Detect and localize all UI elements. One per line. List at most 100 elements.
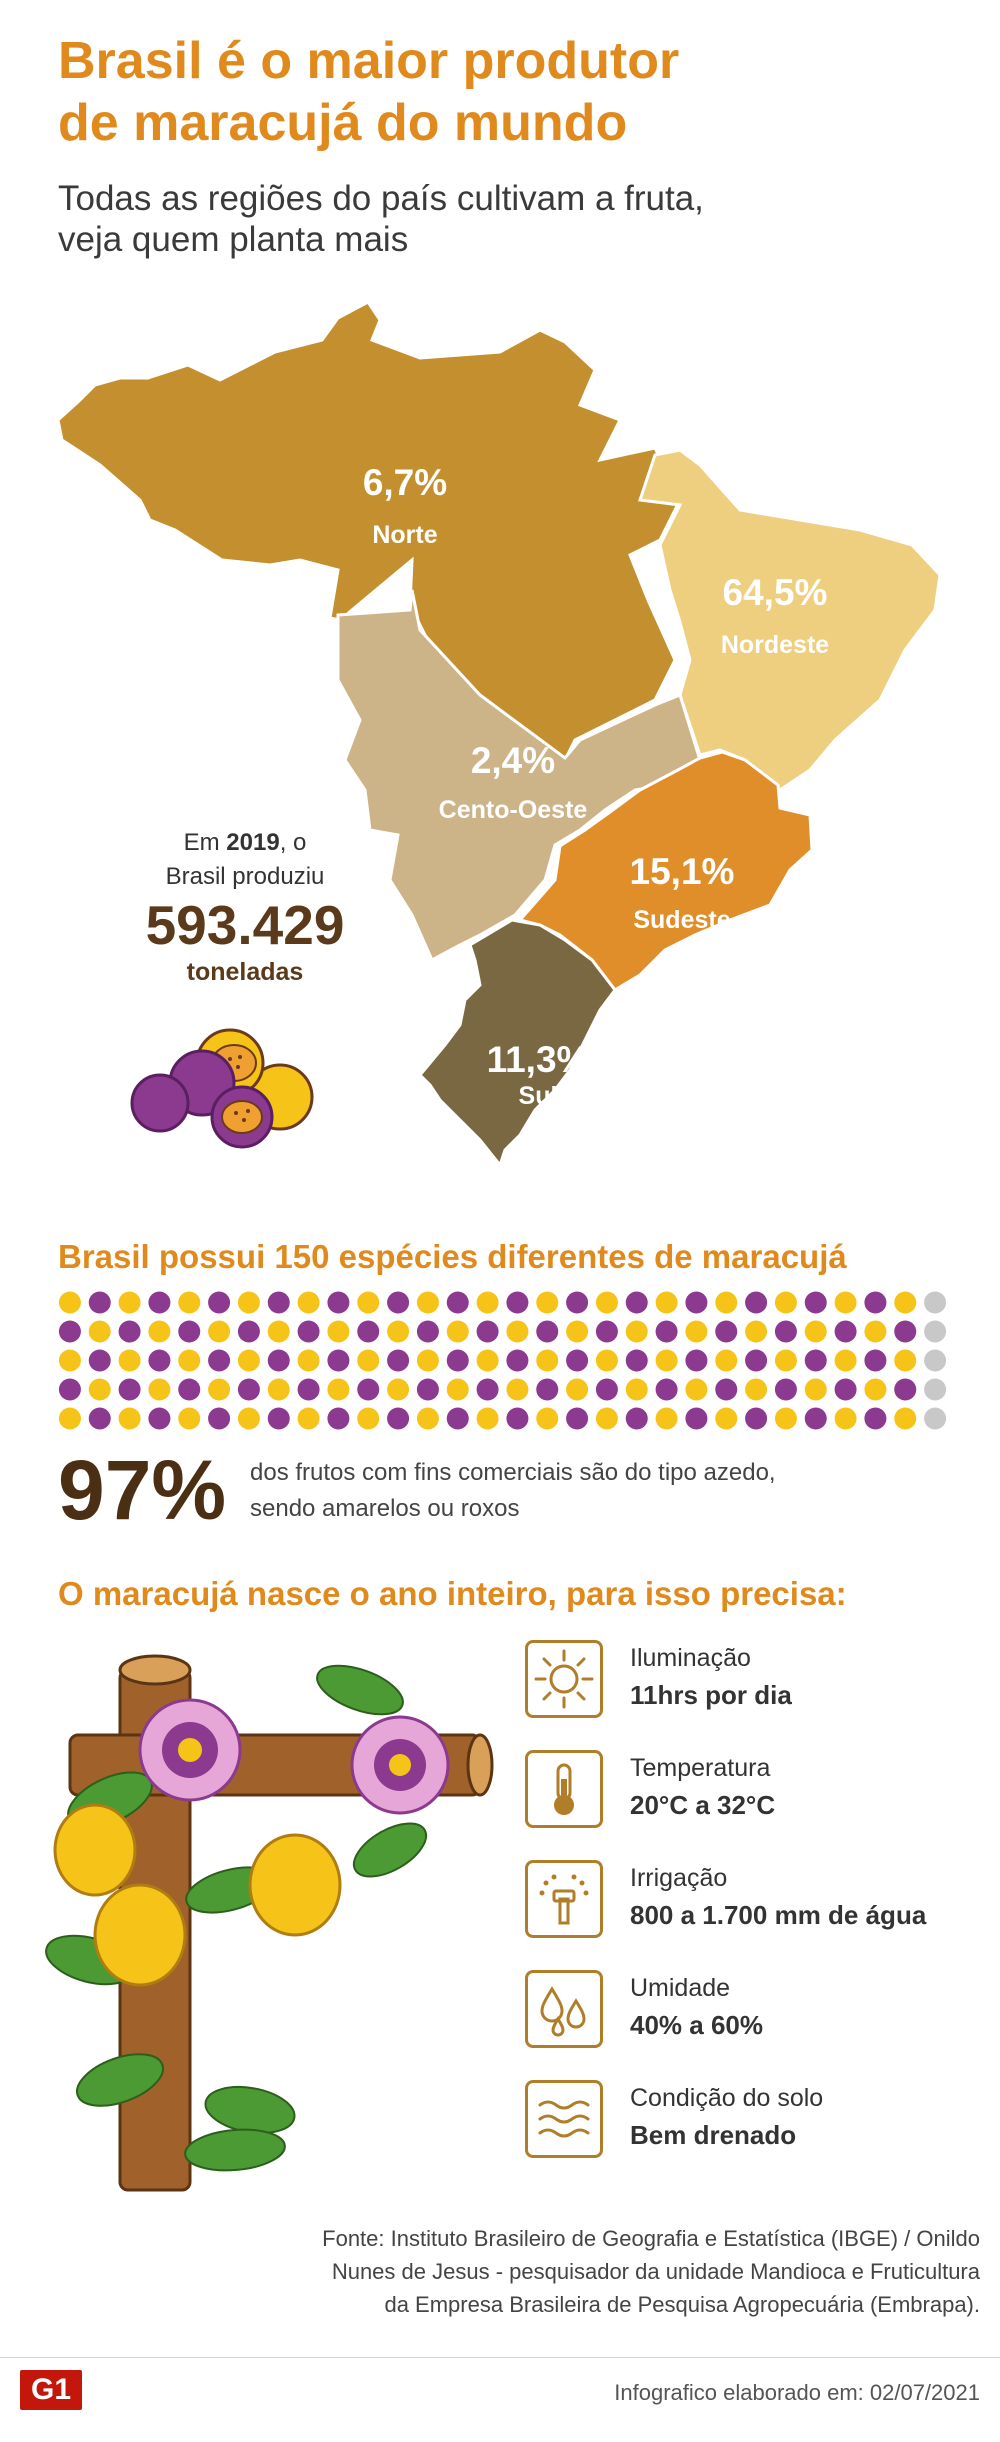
- lighting-value: 11hrs por dia: [630, 1680, 792, 1710]
- brazil-regions-map: 6,7% Norte 64,5% Nordeste 2,4% Cento-Oes…: [56, 300, 942, 1169]
- species-dot-commercial: [774, 1349, 797, 1372]
- species-dot-commercial: [774, 1291, 797, 1314]
- requirements-title: O maracujá nasce o ano inteiro, para iss…: [58, 1575, 847, 1612]
- temperature-label: Temperatura: [630, 1754, 771, 1782]
- irrigation-value: 800 a 1.700 mm de água: [630, 1900, 927, 1930]
- production-verb: Brasil produziu: [165, 863, 325, 890]
- passion-fruit-vine-illustration: [45, 1654, 494, 2192]
- subtitle-line-1: Todas as regiões do país cultivam a frut…: [58, 179, 704, 218]
- species-dot-commercial: [655, 1407, 678, 1430]
- sour-fruit-description: dos frutos com fins comerciais são do ti…: [250, 1455, 930, 1527]
- species-dot-commercial: [566, 1291, 589, 1314]
- species-dot-commercial: [178, 1320, 201, 1343]
- soil-label: Condição do solo: [630, 2084, 824, 2112]
- species-dot-commercial: [387, 1349, 410, 1372]
- species-dot-commercial: [476, 1378, 499, 1401]
- species-dot-commercial: [208, 1349, 231, 1372]
- species-title: Brasil possui 150 espécies diferentes de…: [58, 1238, 847, 1275]
- norte-label: Norte: [372, 521, 437, 549]
- species-dot-grid: [58, 1291, 947, 1430]
- requirement-temperature: Temperatura 20°C a 32°C: [525, 1750, 975, 1830]
- production-amount: 593.429: [145, 894, 345, 956]
- region-labels: 6,7% Norte 64,5% Nordeste 2,4% Cento-Oes…: [363, 462, 829, 1110]
- species-dot-commercial: [387, 1407, 410, 1430]
- species-dot-commercial: [416, 1291, 439, 1314]
- species-dot-commercial: [267, 1407, 290, 1430]
- droplets-icon: [525, 1970, 603, 2048]
- species-dot-commercial: [834, 1349, 857, 1372]
- species-dot-commercial: [625, 1378, 648, 1401]
- species-dot-commercial: [237, 1378, 260, 1401]
- species-dot-commercial: [655, 1291, 678, 1314]
- species-dot-commercial: [267, 1291, 290, 1314]
- species-dot-commercial: [834, 1378, 857, 1401]
- species-dot-commercial: [685, 1349, 708, 1372]
- species-dot-commercial: [58, 1320, 81, 1343]
- species-dot-commercial: [536, 1407, 559, 1430]
- sprinkler-icon: [525, 1860, 603, 1938]
- humidity-label: Umidade: [630, 1974, 731, 2002]
- species-dot-commercial: [88, 1291, 111, 1314]
- species-dot-commercial: [834, 1407, 857, 1430]
- species-dot-other: [924, 1349, 947, 1372]
- region-norte-shape: [56, 300, 682, 763]
- species-dot-commercial: [357, 1378, 380, 1401]
- species-dot-commercial: [178, 1349, 201, 1372]
- source-line-3: da Empresa Brasileira de Pesquisa Agrope…: [384, 2292, 980, 2317]
- species-dot-commercial: [416, 1407, 439, 1430]
- soil-value: Bem drenado: [630, 2120, 797, 2150]
- species-dot-commercial: [774, 1378, 797, 1401]
- species-dot-commercial: [595, 1291, 618, 1314]
- species-dot-commercial: [595, 1378, 618, 1401]
- thermometer-icon: [525, 1750, 603, 1828]
- species-dot-commercial: [864, 1320, 887, 1343]
- lighting-label: Iluminação: [630, 1644, 751, 1672]
- temperature-value: 20°C a 32°C: [630, 1790, 776, 1820]
- sul-label: Sul: [519, 1082, 558, 1110]
- species-dot-commercial: [357, 1407, 380, 1430]
- species-dot-commercial: [297, 1349, 320, 1372]
- species-dot-commercial: [745, 1349, 768, 1372]
- species-dot-commercial: [685, 1320, 708, 1343]
- species-dot-commercial: [416, 1320, 439, 1343]
- nordeste-label: Nordeste: [721, 631, 829, 659]
- region-centro-oeste-shape: [336, 589, 702, 963]
- region-sul-shape: [417, 918, 617, 1169]
- subtitle-line-2: veja quem planta mais: [58, 220, 409, 259]
- species-dot-commercial: [745, 1378, 768, 1401]
- species-dot-commercial: [118, 1291, 141, 1314]
- species-dot-commercial: [804, 1407, 827, 1430]
- species-dot-commercial: [595, 1349, 618, 1372]
- species-dot-commercial: [506, 1349, 529, 1372]
- page-title: Brasil é o maior produtor de maracujá do…: [58, 30, 958, 154]
- species-dot-other: [924, 1407, 947, 1430]
- species-dot-other: [924, 1291, 947, 1314]
- species-dot-commercial: [506, 1291, 529, 1314]
- humidity-value: 40% a 60%: [630, 2010, 763, 2040]
- species-dot-commercial: [357, 1349, 380, 1372]
- species-dot-commercial: [357, 1320, 380, 1343]
- species-dot-commercial: [327, 1378, 350, 1401]
- species-dot-commercial: [894, 1291, 917, 1314]
- g1-logo: G1: [20, 2370, 82, 2410]
- species-dot-commercial: [506, 1407, 529, 1430]
- species-dot-commercial: [58, 1378, 81, 1401]
- species-dot-commercial: [148, 1407, 171, 1430]
- species-dot-commercial: [357, 1291, 380, 1314]
- species-dot-commercial: [745, 1320, 768, 1343]
- species-dot-commercial: [774, 1320, 797, 1343]
- passion-fruit-illustration: [130, 1028, 314, 1149]
- species-dot-commercial: [536, 1349, 559, 1372]
- species-dot-commercial: [864, 1407, 887, 1430]
- species-dot-commercial: [566, 1407, 589, 1430]
- species-dot-commercial: [118, 1349, 141, 1372]
- sun-icon: [525, 1640, 603, 1718]
- species-dot-commercial: [297, 1407, 320, 1430]
- species-dot-commercial: [476, 1407, 499, 1430]
- species-dot-commercial: [804, 1349, 827, 1372]
- species-dot-commercial: [237, 1291, 260, 1314]
- year-prefix: Em: [183, 829, 227, 856]
- species-dot-commercial: [58, 1291, 81, 1314]
- species-dot-commercial: [446, 1320, 469, 1343]
- year-suffix: , o: [279, 829, 307, 856]
